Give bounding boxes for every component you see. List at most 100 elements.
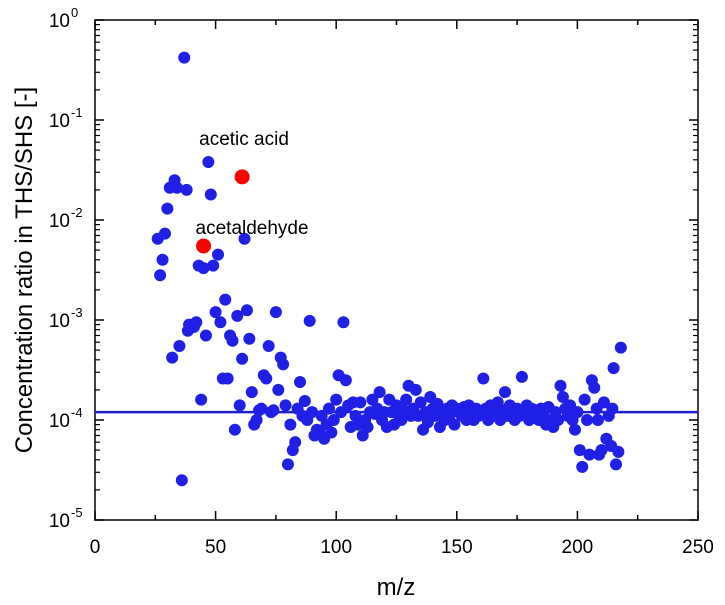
y-tick-label: 10 — [49, 511, 70, 532]
data-point — [568, 423, 581, 436]
data-point — [173, 339, 186, 352]
data-point — [583, 448, 596, 461]
data-point — [255, 402, 268, 415]
data-point — [243, 332, 256, 345]
annotation-label: acetic acid — [199, 129, 289, 150]
y-tick-exponent: 0 — [71, 5, 78, 20]
data-point — [284, 418, 297, 431]
data-point — [202, 156, 215, 169]
data-point — [477, 372, 490, 385]
data-point — [609, 458, 622, 471]
data-point — [366, 393, 379, 406]
data-point — [588, 381, 601, 394]
y-tick-label: 10 — [49, 311, 70, 332]
x-tick-labels: 0 50 100 150 200 250 — [90, 537, 714, 558]
data-point — [373, 386, 386, 399]
data-point — [591, 414, 604, 426]
data-point — [339, 374, 352, 387]
data-point — [231, 309, 244, 322]
data-point — [214, 316, 227, 329]
data-point — [197, 262, 210, 275]
data-point — [245, 386, 258, 399]
data-point — [260, 372, 273, 385]
data-point — [595, 444, 608, 457]
data-point — [209, 306, 222, 319]
data-point — [166, 351, 179, 364]
y-tick-exponent: -3 — [71, 305, 83, 320]
data-point — [325, 426, 338, 439]
data-point — [578, 393, 591, 406]
data-point — [207, 259, 220, 272]
data-point — [219, 293, 232, 306]
data-point — [175, 474, 188, 487]
data-point — [195, 393, 208, 406]
data-point — [171, 181, 184, 194]
y-tick-label: 10 — [49, 211, 70, 232]
data-point — [612, 445, 625, 458]
data-point — [614, 341, 627, 354]
data-point — [238, 232, 251, 245]
data-point — [322, 402, 335, 415]
data-point — [556, 390, 569, 403]
data-point — [262, 339, 275, 352]
data-point — [499, 386, 512, 399]
data-point — [515, 370, 528, 383]
data-point — [158, 227, 171, 240]
data-point — [554, 379, 567, 392]
data-point — [267, 404, 280, 417]
data-point — [250, 414, 263, 426]
data-point — [571, 406, 584, 419]
y-tick-label: 10 — [49, 11, 70, 32]
y-tick-label: 10 — [49, 411, 70, 432]
data-point — [199, 329, 212, 342]
data-point — [395, 414, 408, 426]
y-tick-exponent: -1 — [71, 105, 83, 120]
data-point — [190, 316, 203, 329]
data-point — [161, 202, 174, 215]
data-point — [448, 418, 461, 431]
data-point — [303, 314, 316, 327]
data-point — [581, 414, 594, 426]
data-point — [327, 414, 340, 426]
annotation-label: acetaldehyde — [196, 218, 309, 239]
data-point — [178, 51, 191, 64]
data-point — [337, 316, 350, 329]
data-point — [277, 358, 290, 371]
data-point — [597, 396, 610, 409]
data-point — [294, 375, 307, 388]
y-tick-label: 10 — [49, 111, 70, 132]
x-tick-label: 150 — [441, 537, 473, 558]
data-point — [269, 306, 282, 319]
data-point — [289, 436, 302, 449]
data-point — [281, 458, 294, 471]
data-point — [606, 402, 619, 415]
data-point — [279, 399, 292, 412]
data-point — [240, 304, 253, 317]
axis-ticks — [94, 19, 699, 521]
data-point — [400, 393, 413, 406]
data-point — [573, 444, 586, 457]
data-point — [228, 423, 241, 436]
y-axis-title: Concentration ratio in THS/SHS [-] — [11, 87, 38, 453]
data-point — [607, 362, 620, 375]
annotations: acetic acid acetaldehyde — [196, 129, 309, 239]
x-tick-label: 100 — [320, 537, 352, 558]
x-axis-title: m/z — [377, 574, 416, 601]
x-tick-label: 250 — [682, 537, 714, 558]
data-point — [226, 334, 239, 347]
data-point — [204, 188, 217, 201]
data-point — [361, 421, 374, 434]
data-point — [233, 399, 246, 412]
data-point — [221, 372, 234, 385]
y-tick-exponent: -5 — [71, 505, 83, 520]
data-points — [151, 51, 627, 487]
data-point — [354, 396, 367, 409]
data-point — [414, 396, 427, 409]
y-tick-exponent: -2 — [71, 205, 83, 220]
data-point — [306, 406, 319, 419]
data-point — [236, 352, 249, 365]
x-tick-label: 200 — [562, 537, 594, 558]
highlight-point — [234, 169, 250, 185]
data-point — [330, 393, 343, 406]
